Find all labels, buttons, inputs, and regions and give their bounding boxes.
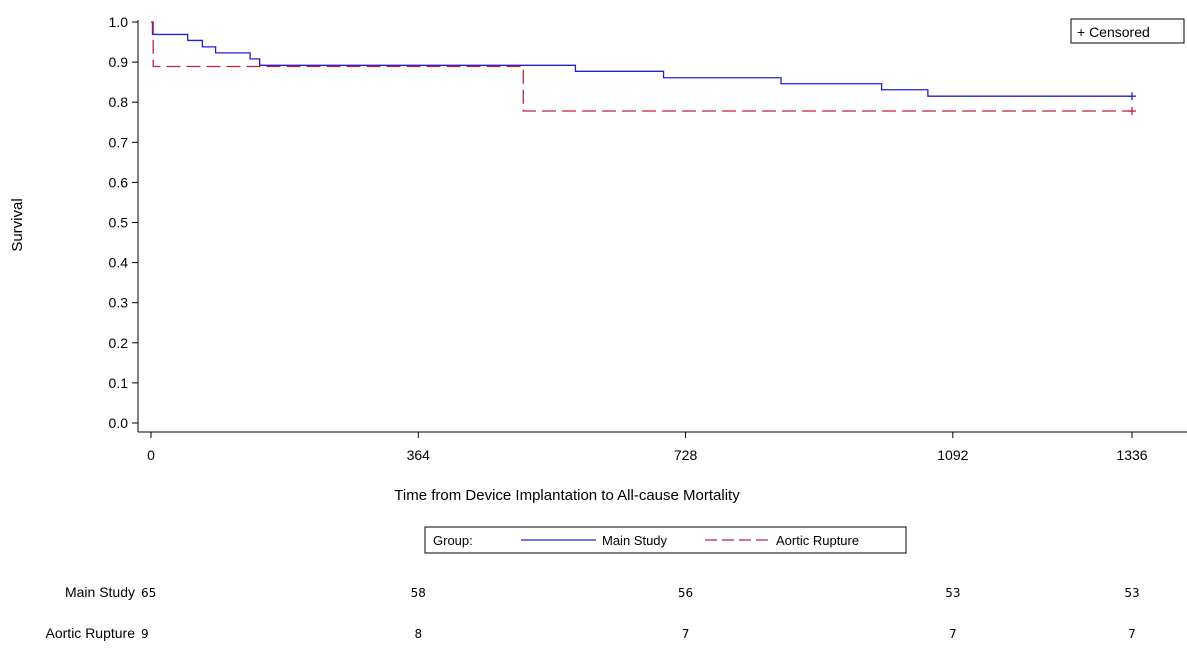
- risk-value-main-study: 53: [1124, 586, 1139, 600]
- legend-entry-aortic-rupture: Aortic Rupture: [776, 533, 859, 548]
- risk-row-label-aortic-rupture: Aortic Rupture: [46, 625, 136, 641]
- risk-value-main-study: 58: [411, 586, 426, 600]
- risk-value-aortic-rupture: 7: [1128, 627, 1136, 641]
- series-layer: [151, 21, 1136, 116]
- x-tick-label: 1092: [937, 447, 968, 463]
- y-tick-label: 1.0: [109, 14, 129, 30]
- censored-legend-frame: [1070, 18, 1185, 44]
- group-legend: Group: Main Study Aortic Rupture: [424, 526, 907, 554]
- y-tick-label: 0.4: [109, 255, 129, 271]
- censored-legend: + Censored: [1070, 18, 1185, 44]
- risk-value-aortic-rupture: 8: [414, 627, 422, 641]
- legend-frame: [424, 526, 907, 554]
- y-axis: 0.0 0.1 0.2 0.3 0.4 0.5 0.6 0.7 0.8 0.9 1.0: [109, 14, 139, 432]
- series-line-main-study: [151, 21, 1132, 97]
- y-tick-label: 0.7: [109, 134, 129, 150]
- censor-mark-main-study: [1128, 92, 1136, 101]
- risk-value-main-study: 56: [678, 586, 693, 600]
- series-line-aortic-rupture: [151, 21, 1132, 112]
- y-tick-label: 0.8: [109, 94, 129, 110]
- y-tick-label: 0.6: [109, 174, 129, 190]
- x-tick-label: 728: [674, 447, 698, 463]
- legend-title: Group:: [433, 533, 473, 548]
- censored-legend-label: + Censored: [1077, 24, 1150, 40]
- y-axis-title: Survival: [9, 198, 26, 251]
- risk-value-aortic-rupture: 7: [682, 627, 690, 641]
- risk-row-label-main-study: Main Study: [65, 584, 135, 600]
- risk-value-aortic-rupture: 7: [949, 627, 957, 641]
- y-tick-label: 0.2: [109, 335, 129, 351]
- y-tick-label: 0.1: [109, 375, 129, 391]
- x-tick-label: 0: [147, 447, 155, 463]
- censor-mark-aortic-rupture: [1128, 107, 1136, 116]
- risk-value-main-study: 65: [141, 586, 156, 600]
- x-tick-label: 364: [407, 447, 431, 463]
- y-tick-label: 0.3: [109, 295, 129, 311]
- risk-table: Main Study 65 58 56 53 53 Aortic Rupture 9 8 7 7 7: [46, 584, 1140, 641]
- y-tick-label: 0.9: [109, 54, 129, 70]
- x-tick-label: 1336: [1116, 447, 1147, 463]
- x-axis: 0 364 728 1092 1336: [138, 431, 1187, 463]
- y-tick-label: 0.5: [109, 215, 129, 231]
- risk-value-main-study: 53: [945, 586, 960, 600]
- x-axis-title: Time from Device Implantation to All-cau…: [394, 487, 740, 504]
- risk-value-aortic-rupture: 9: [141, 627, 149, 641]
- y-tick-label: 0.0: [109, 415, 129, 431]
- legend-entry-main-study: Main Study: [602, 533, 668, 548]
